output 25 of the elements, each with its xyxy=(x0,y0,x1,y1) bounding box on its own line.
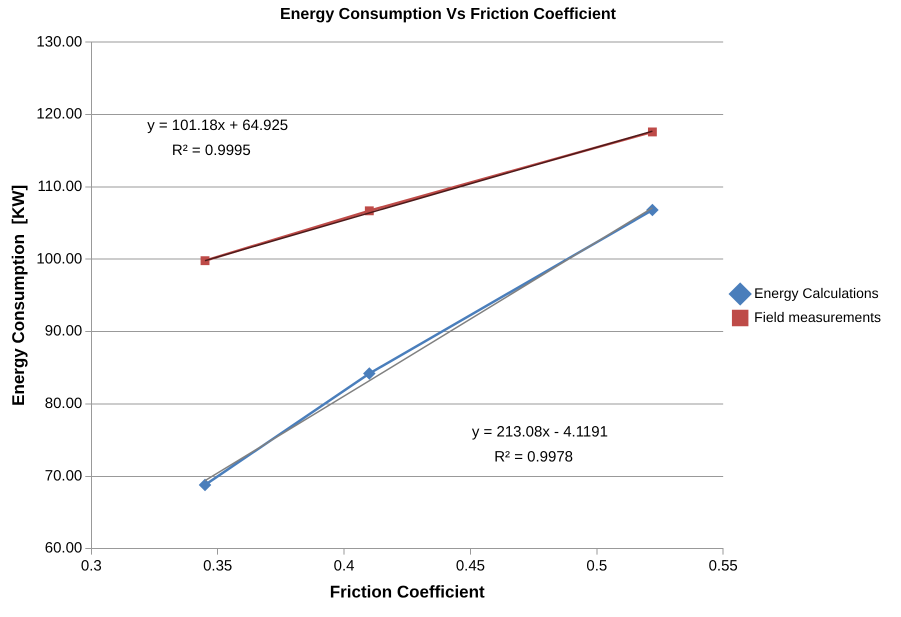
x-tick-label: 0.35 xyxy=(203,558,232,575)
x-tick-label: 0.3 xyxy=(80,558,102,575)
point xyxy=(199,479,211,491)
annotation: R² = 0.9978 xyxy=(494,448,574,466)
y-tick-label: 120.00 xyxy=(36,106,82,123)
chart-title: Energy Consumption Vs Friction Coefficient xyxy=(280,6,617,24)
y-tick-label: 90.00 xyxy=(44,322,82,340)
y-tick-label: 60.00 xyxy=(44,540,82,557)
x-tick-label: 0.55 xyxy=(708,558,738,575)
y-tick-label: 80.00 xyxy=(44,395,82,412)
x-tick-label: 0.5 xyxy=(586,558,608,575)
annotation: y = 213.08x - 4.1191 xyxy=(472,423,608,440)
x-axis-title: Friction Coefficient xyxy=(330,582,486,602)
point xyxy=(364,368,376,380)
x-tick-label: 0.45 xyxy=(456,558,486,575)
legend-label: Field measurements xyxy=(754,308,881,325)
x-tick-label: 0.4 xyxy=(334,558,354,575)
annotation: R² = 0.9995 xyxy=(172,142,251,160)
y-tick-label: 100.00 xyxy=(36,250,82,268)
annotation: y = 101.18x + 64.925 xyxy=(147,116,288,134)
y-tick-label: 70.00 xyxy=(44,467,82,484)
legend-label: Energy Calculations xyxy=(754,284,879,301)
y-tick-label: 130.00 xyxy=(36,33,82,50)
y-axis-title: Energy Consumption [KW] xyxy=(8,184,28,406)
y-tick-label: 110.00 xyxy=(38,178,82,196)
